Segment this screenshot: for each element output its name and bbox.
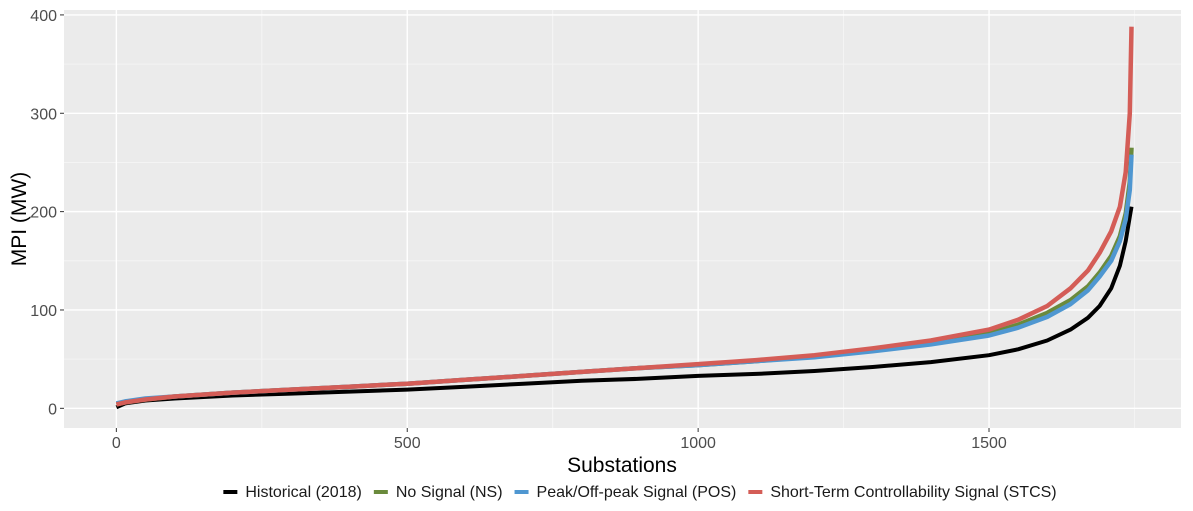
- series-layer: [115, 26, 1134, 410]
- series-line-0: [115, 206, 1134, 410]
- legend-label-0: Historical (2018): [245, 484, 361, 501]
- legend-label-3: Short-Term Controllability Signal (STCS): [770, 484, 1056, 501]
- x-tick-label: 1500: [971, 435, 1007, 452]
- x-axis-title: Substations: [567, 454, 677, 477]
- grid-major: [64, 10, 1181, 428]
- x-tick-label: 500: [394, 435, 421, 452]
- legend-label-2: Peak/Off-peak Signal (POS): [537, 484, 737, 501]
- legend-label-1: No Signal (NS): [396, 484, 503, 501]
- grid-minor: [64, 10, 1181, 428]
- legend: Historical (2018) No Signal (NS) Peak/Off-…: [223, 484, 1057, 501]
- series-line-3: [115, 26, 1134, 407]
- y-axis-title: MPI (MW): [8, 172, 31, 266]
- y-tick-label: 200: [30, 205, 57, 222]
- plot-panel: [64, 10, 1181, 428]
- y-tick-label: 400: [30, 8, 57, 25]
- y-tick-label: 300: [30, 106, 57, 123]
- y-tick-label: 0: [48, 401, 57, 418]
- y-tick-label: 100: [30, 303, 57, 320]
- x-tick-label: 0: [112, 435, 121, 452]
- x-axis-ticks: 0 500 1000 1500: [112, 428, 1007, 452]
- y-axis-ticks: 0 100 200 300 400: [30, 8, 64, 418]
- x-tick-label: 1000: [680, 435, 716, 452]
